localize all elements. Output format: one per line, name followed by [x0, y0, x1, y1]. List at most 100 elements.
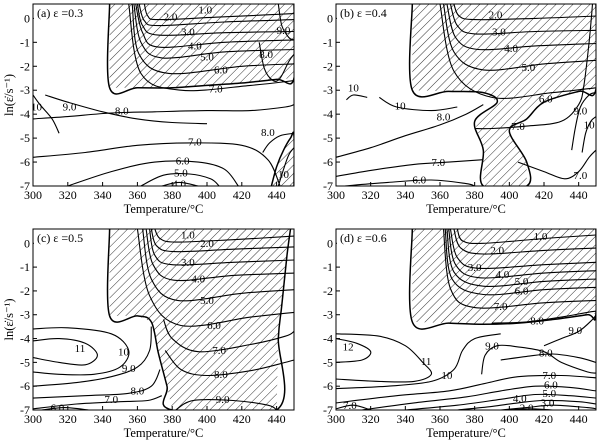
y-tick-label: -6 — [20, 379, 30, 393]
contour-label: 6.0 — [412, 175, 426, 187]
x-tick-label: 360 — [431, 188, 449, 202]
contour-label: 2.0 — [520, 402, 534, 414]
efficiency-contour-line — [33, 94, 60, 134]
contour-label: 7.0 — [431, 157, 445, 169]
contour-label: 6.0 — [539, 93, 553, 105]
x-tick-label: 420 — [233, 188, 251, 202]
plot-frame — [32, 228, 295, 411]
contour-label: 10 — [31, 102, 43, 114]
efficiency-contour-line — [45, 94, 208, 125]
x-tick-label: 440 — [268, 188, 286, 202]
efficiency-contour-line — [138, 4, 294, 27]
efficiency-contour-line — [491, 310, 596, 324]
y-tick-label: -1 — [20, 260, 30, 274]
efficiency-contour-line — [164, 350, 294, 377]
contour-label: 12 — [343, 342, 354, 354]
y-axis-title: ln(ε̇/s⁻¹) — [2, 299, 16, 341]
contour-label: 6.0 — [176, 156, 190, 168]
y-tick-label: -1 — [323, 35, 333, 49]
contour-label: 7.0 — [574, 170, 588, 182]
efficiency-contour-line — [571, 92, 596, 151]
contour-label: 6.0 — [207, 320, 221, 332]
x-tick-label: 380 — [163, 188, 181, 202]
contour-label: 9.0 — [63, 102, 77, 114]
efficiency-contour-line — [453, 4, 596, 21]
y-tick-label: -6 — [20, 155, 30, 169]
efficiency-contour-line — [136, 229, 294, 327]
efficiency-contour-line — [149, 229, 294, 266]
efficiency-contour-line — [142, 229, 294, 302]
instability-hatch-region — [109, 4, 294, 88]
efficiency-contour-line — [135, 4, 294, 48]
contour-label: 9.0 — [574, 105, 588, 117]
efficiency-contour-line — [500, 404, 596, 410]
panel-label-background — [34, 5, 96, 21]
contour-label: 8.0 — [131, 386, 145, 398]
efficiency-contour-line — [161, 181, 199, 186]
efficiency-contour-line — [336, 404, 371, 410]
panel-1: 2.0 3.0 4.0 5.0 6.0 7.0 8.0 10 10 10 9.0 7.0 6.0 7.0 3… — [323, 3, 597, 216]
efficiency-contour-line — [446, 229, 596, 288]
x-axis-title: Temperature/°C — [426, 202, 506, 216]
efficiency-contour-line — [517, 149, 596, 180]
contour-label: 6.0 — [214, 65, 228, 77]
contour-label: 8.0 — [261, 127, 275, 139]
contour-label: 9.0 — [277, 25, 291, 37]
instability-boundary — [408, 4, 596, 186]
contour-label: 10 — [584, 120, 596, 132]
contour-label: 6.0 — [544, 380, 558, 392]
y-axis-title: ln(ε̇/s⁻¹) — [2, 74, 16, 116]
efficiency-contour-line — [136, 4, 294, 36]
contour-label: 9.0 — [216, 394, 230, 406]
y-tick-label: 0 — [327, 236, 333, 250]
contour-label: 4.0 — [188, 41, 202, 53]
efficiency-contour-line — [500, 353, 596, 363]
efficiency-contour-line — [346, 94, 368, 101]
plot-frame — [335, 3, 597, 187]
y-tick-label: -2 — [20, 59, 30, 73]
contour-label: 7.0 — [494, 301, 508, 313]
efficiency-contour-line — [336, 374, 596, 404]
efficiency-contour-line — [33, 369, 161, 399]
panel-plot-area: 1.02.03.04.05.06.07.08.09.09.0 8.0107.08.… — [31, 4, 294, 190]
instability-boundary — [106, 229, 292, 410]
y-tick-label: -5 — [323, 131, 333, 145]
y-tick-label: -7 — [20, 403, 30, 417]
y-tick-label: 0 — [327, 11, 333, 25]
efficiency-contour-line — [131, 4, 294, 75]
x-tick-label: 400 — [500, 412, 518, 426]
y-tick-label: -6 — [323, 155, 333, 169]
x-tick-label: 340 — [94, 188, 112, 202]
contour-label: 3.0 — [181, 257, 195, 269]
contour-label: 3.0 — [181, 26, 195, 38]
efficiency-contour-line — [277, 147, 294, 186]
y-tick-label: -5 — [20, 131, 30, 145]
contour-label: 10 — [441, 370, 453, 382]
x-axis-title: Temperature/°C — [426, 426, 506, 440]
efficiency-contour-line — [143, 4, 294, 21]
x-tick-label: 380 — [163, 412, 181, 426]
efficiency-contour-line — [543, 314, 596, 347]
efficiency-contour-line — [449, 229, 596, 270]
contour-label: 2.0 — [164, 11, 178, 23]
contour-label: 11 — [75, 343, 86, 355]
contour-label: 7.0 — [188, 136, 202, 148]
contour-label: 8.0 — [259, 49, 273, 61]
efficiency-contour-line — [361, 385, 596, 410]
y-tick-label: -5 — [20, 355, 30, 369]
x-tick-label: 300 — [327, 412, 345, 426]
efficiency-contour-line — [258, 42, 294, 82]
efficiency-contour-line — [33, 326, 152, 387]
contour-label: 8.0 — [437, 111, 451, 123]
efficiency-contour-line — [457, 399, 596, 410]
contour-label: 4.0 — [172, 178, 186, 190]
y-tick-label: -6 — [323, 379, 333, 393]
y-tick-label: -2 — [323, 59, 333, 73]
x-tick-label: 300 — [24, 412, 42, 426]
contour-label: 5.0 — [200, 295, 214, 307]
efficiency-contour-line — [150, 229, 294, 253]
contour-label: 2.0 — [489, 10, 503, 22]
y-tick-label: -3 — [20, 83, 30, 97]
efficiency-contour-line — [154, 229, 294, 243]
efficiency-contour-line — [336, 338, 372, 363]
